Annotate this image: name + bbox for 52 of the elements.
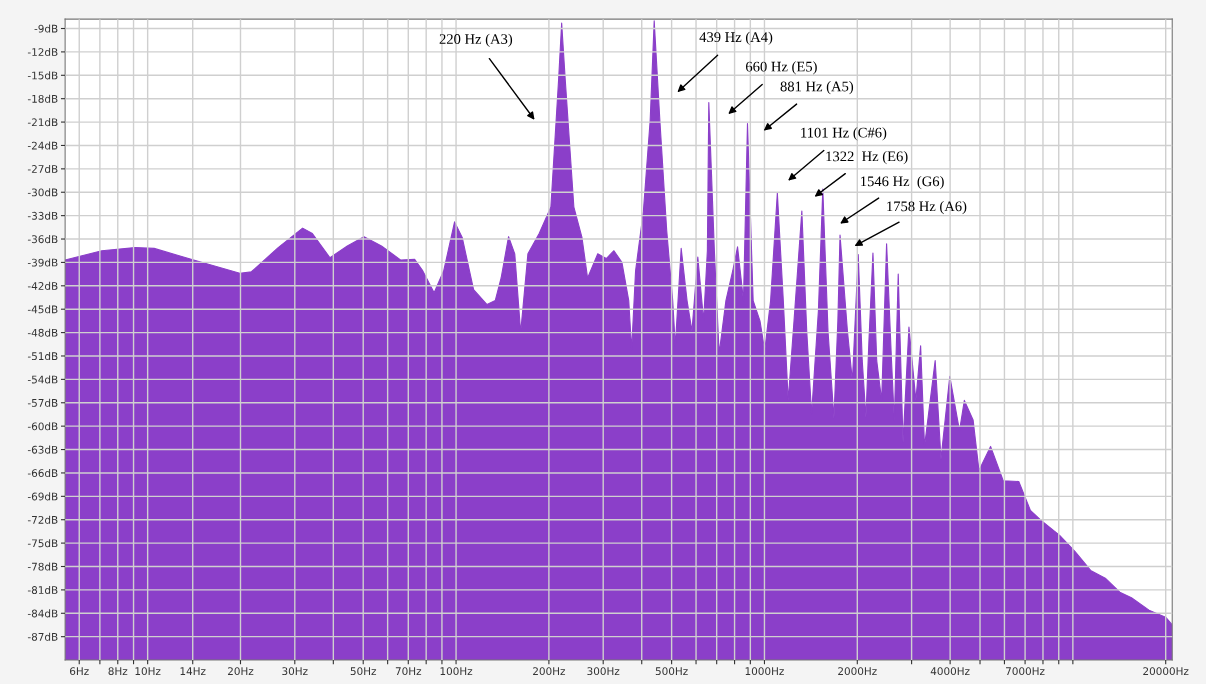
x-tick-label: 70Hz — [395, 667, 422, 676]
annotation: 1758 Hz (A6) — [887, 200, 967, 215]
y-tick-label: -21dB — [27, 118, 58, 127]
annotation: 881 Hz (A5) — [780, 81, 854, 95]
y-tick-label: -33dB — [27, 211, 58, 220]
y-tick-label: -24dB — [27, 141, 58, 150]
y-tick-label: -57dB — [27, 398, 58, 407]
x-tick-label: 2000Hz — [838, 667, 877, 676]
y-tick-label: -30dB — [27, 188, 58, 197]
x-tick-label: 100Hz — [440, 667, 473, 676]
y-tick-label: -18dB — [27, 94, 58, 103]
annotation: 220 Hz (A3) — [439, 33, 513, 47]
y-tick-label: -51dB — [27, 352, 58, 361]
x-tick-label: 6Hz — [70, 667, 89, 676]
y-tick-label: -48dB — [27, 328, 58, 337]
y-tick-label: -15dB — [27, 71, 58, 80]
y-tick-label: -60dB — [27, 422, 58, 431]
x-tick-label: 1000Hz — [745, 667, 784, 676]
y-tick-label: -39dB — [27, 258, 58, 267]
x-tick-label: 300Hz — [587, 667, 620, 676]
y-tick-label: -66dB — [27, 468, 58, 478]
y-tick-label: -9dB — [34, 24, 58, 33]
y-tick-label: -54dB — [27, 375, 58, 384]
y-tick-label: -84dB — [27, 609, 58, 618]
x-tick-label: 20000Hz — [1143, 667, 1189, 676]
y-tick-label: -36dB — [27, 235, 58, 244]
y-tick-label: -12dB — [27, 47, 58, 56]
x-tick-label: 8Hz — [108, 667, 128, 676]
annotation: 1322 Hz (E6) — [826, 150, 908, 165]
y-tick-label: -87dB — [27, 632, 58, 641]
annotation: 1546 Hz (G6) — [861, 175, 944, 190]
y-tick-label: -72dB — [27, 515, 58, 524]
annotation: 439 Hz (A4) — [699, 31, 773, 45]
annotation: 1101 Hz (C#6) — [801, 127, 887, 141]
y-tick-label: -42dB — [27, 281, 58, 290]
x-tick-label: 200Hz — [533, 667, 566, 676]
x-tick-label: 7000Hz — [1006, 667, 1045, 676]
x-tick-label: 30Hz — [282, 667, 308, 676]
y-tick-label: -81dB — [27, 585, 58, 594]
y-tick-label: -69dB — [27, 492, 58, 501]
x-tick-label: 500Hz — [655, 667, 688, 676]
y-tick-label: -63dB — [27, 445, 58, 454]
x-tick-label: 10Hz — [135, 667, 161, 676]
y-tick-label: -75dB — [27, 539, 58, 548]
y-tick-label: -78dB — [27, 562, 58, 571]
y-tick-label: -27dB — [27, 164, 58, 173]
x-tick-label: 14Hz — [180, 667, 206, 675]
x-tick-label: 20Hz — [227, 667, 254, 676]
annotation: 660 Hz (E5) — [746, 61, 817, 75]
y-tick-label: -45dB — [27, 305, 58, 314]
x-tick-label: 4000Hz — [930, 667, 970, 676]
x-tick-label: 50Hz — [350, 667, 377, 676]
